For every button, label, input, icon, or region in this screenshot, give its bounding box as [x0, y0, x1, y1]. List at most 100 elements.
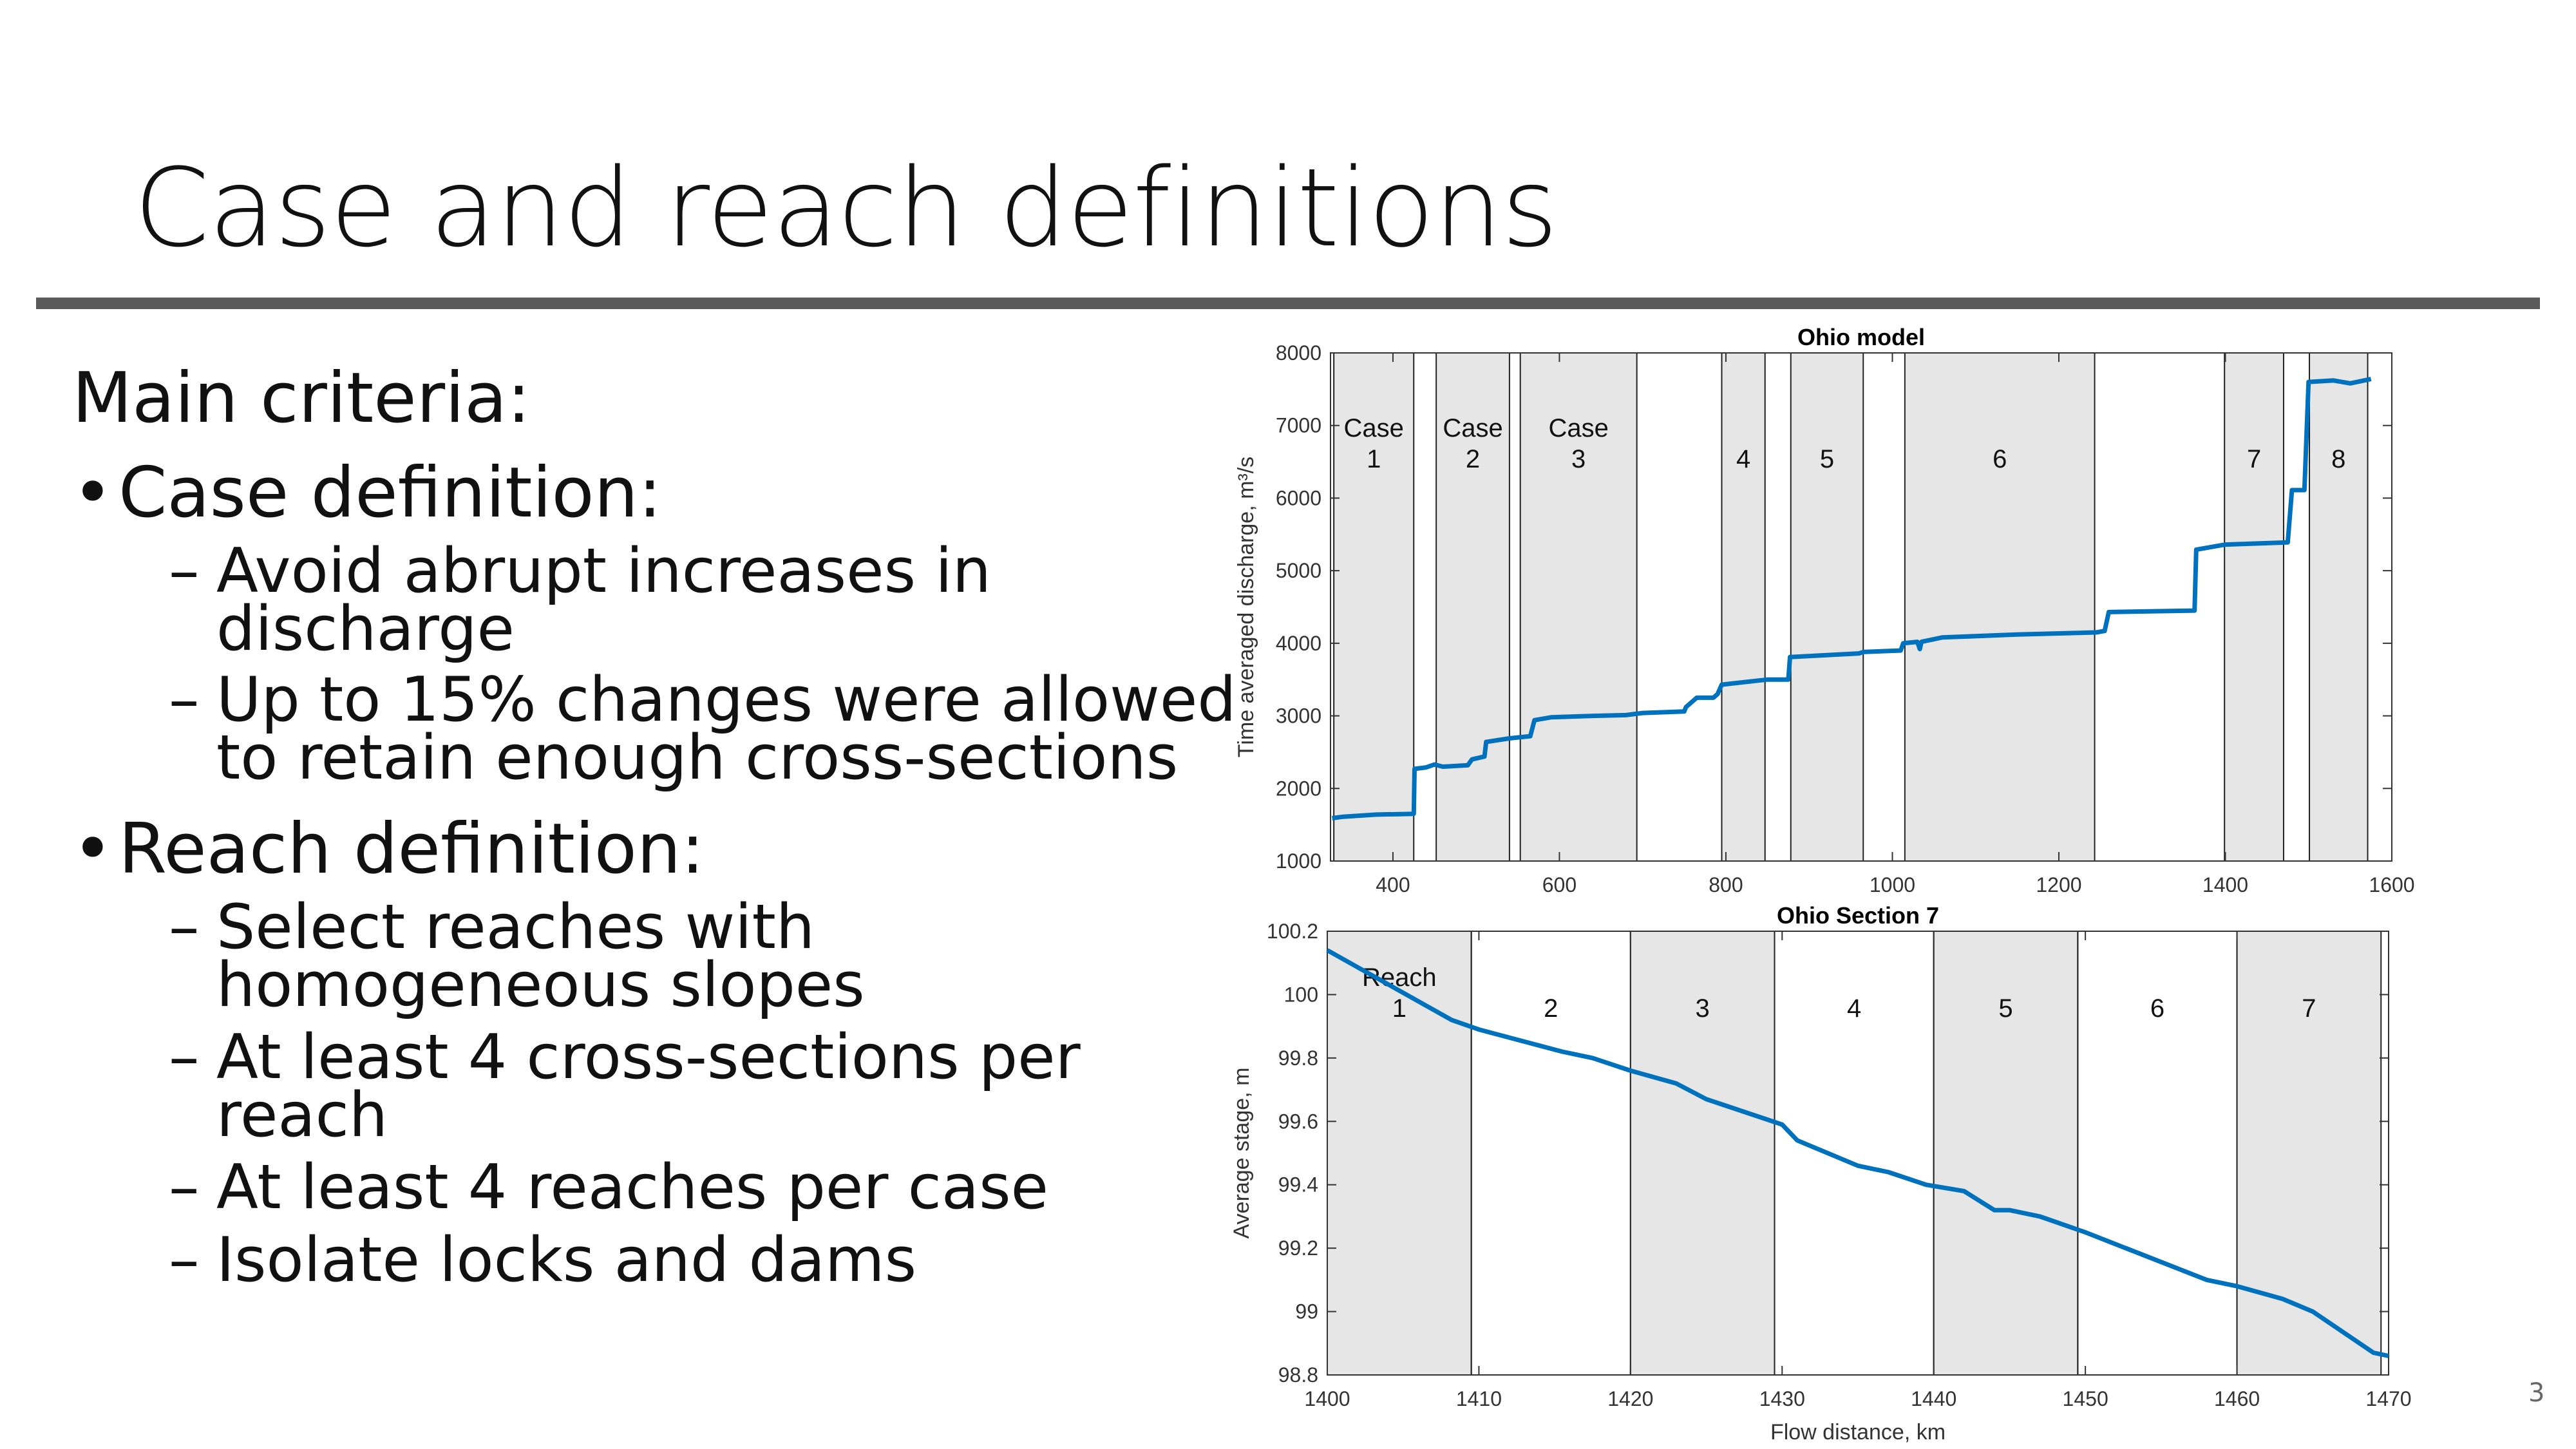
x-tick-label: 1420 [1607, 1387, 1653, 1410]
x-tick-label: 400 [1376, 873, 1410, 896]
x-tick-label: 1000 [1870, 873, 1915, 896]
y-axis-label: Average stage, m [1229, 1068, 1254, 1239]
plot-area [1327, 931, 2389, 1375]
band-region [1435, 352, 1510, 862]
band-region [1933, 931, 2079, 1376]
dash-icon: – [169, 1152, 200, 1223]
x-tick-label: 1400 [1304, 1387, 1350, 1410]
x-tick-label: 1600 [2369, 873, 2414, 896]
bullet-heading: Main criteria: [72, 358, 531, 439]
sub-bullet-continuation: reach [216, 1080, 388, 1151]
series-line-stage [1326, 948, 2389, 1358]
y-tick-label: 4000 [1276, 632, 1321, 655]
sub-bullet-continuation: homogeneous slopes [216, 950, 865, 1021]
band-label: 1 [1392, 994, 1406, 1023]
y-tick-label: 2000 [1276, 777, 1321, 800]
sub-bullet-text: At least 4 reaches per case [216, 1152, 1049, 1223]
y-tick-label: 99.4 [1278, 1173, 1318, 1197]
sub-bullet-text: Select reaches with [216, 892, 815, 963]
band-label: 5 [1820, 445, 1834, 473]
dash-icon: – [169, 1022, 200, 1093]
band-region [2236, 931, 2382, 1376]
y-axis-label: Time averaged discharge, m³/s [1234, 457, 1258, 757]
band-label: 6 [2150, 994, 2164, 1023]
band-label: 6 [1993, 445, 2007, 473]
sub-bullet-text: Up to 15% changes were allowed [216, 665, 1236, 735]
x-tick-label: 600 [1542, 873, 1577, 896]
axes-frame [1327, 931, 2389, 1376]
band-label: 3 [1571, 445, 1586, 473]
y-tick-label: 100.2 [1267, 920, 1318, 943]
sub-bullet-text: At least 4 cross-sections per [216, 1022, 1081, 1093]
x-tick-label: 1430 [1759, 1387, 1805, 1410]
chart-title: Ohio model [1797, 324, 1925, 350]
band-region [2309, 352, 2369, 862]
y-tick-label: 6000 [1276, 486, 1321, 509]
bullet-label: Reach definition: [118, 809, 705, 889]
y-tick-label: 8000 [1276, 341, 1321, 365]
y-tick-label: 98.8 [1278, 1363, 1318, 1387]
y-tick-label: 99.6 [1278, 1110, 1318, 1133]
x-axis-label: Flow distance, km [1770, 1420, 1946, 1444]
sub-bullet-continuation: to retain enough cross-sections [216, 723, 1179, 793]
sub-bullet-text: Isolate locks and dams [216, 1225, 917, 1296]
y-tick-label: 7000 [1276, 414, 1321, 437]
x-tick-label: 1200 [2036, 873, 2081, 896]
axes-frame [1330, 352, 2392, 862]
x-tick-label: 1400 [2202, 873, 2248, 896]
sub-bullet: – Select reaches with [169, 897, 815, 958]
bullet-case-definition: •Case definition: [72, 459, 661, 528]
dash-icon: – [169, 1225, 200, 1296]
band-label: Case [1344, 414, 1404, 442]
dash-icon: – [169, 665, 200, 735]
x-tick-label: 1410 [1456, 1387, 1502, 1410]
sub-bullet: – At least 4 cross-sections per [169, 1027, 1081, 1088]
y-tick-label: 1000 [1276, 849, 1321, 873]
x-tick-label: 1450 [2063, 1387, 2108, 1410]
page-number: 3 [2528, 1378, 2545, 1408]
band-label: 7 [2247, 445, 2261, 473]
sub-bullet-continuation: discharge [216, 594, 515, 665]
bullet-icon: • [72, 809, 113, 889]
band-label: 4 [1736, 445, 1750, 473]
sub-bullet: – Up to 15% changes were allowed [169, 670, 1236, 731]
band-label: 2 [1544, 994, 1558, 1023]
band-label: Case [1443, 414, 1502, 442]
dash-icon: – [169, 536, 200, 607]
y-tick-label: 100 [1284, 983, 1318, 1006]
title-divider [36, 298, 2540, 309]
bullet-label: Case definition: [118, 453, 662, 533]
x-tick-label: 1470 [2365, 1387, 2411, 1410]
band-label: 3 [1696, 994, 1710, 1023]
chart-1: Case 1 Case 2 Case 3 4 5 6 7 8 400 600 800 1000 1200 140… [1234, 324, 2415, 896]
band-region [1904, 352, 2096, 862]
bullet-icon: • [72, 453, 113, 533]
y-tick-label: 99.2 [1278, 1236, 1318, 1260]
band-label: Case [1548, 414, 1608, 442]
band-label: 5 [1998, 994, 2012, 1023]
x-tick-label: 800 [1709, 873, 1743, 896]
sub-bullet-text: Avoid abrupt increases in [216, 536, 991, 607]
bullet-reach-definition: •Reach definition: [72, 815, 705, 884]
band-label: 1 [1367, 445, 1381, 473]
sub-bullet: – Avoid abrupt increases in [169, 541, 991, 602]
y-tick-label: 5000 [1276, 559, 1321, 582]
band-label: 4 [1847, 994, 1861, 1023]
y-tick-label: 3000 [1276, 705, 1321, 728]
chart-title: Ohio Section 7 [1777, 902, 1939, 929]
band-region [1790, 352, 1864, 862]
band-label: 8 [2331, 445, 2345, 473]
series-line-discharge [1332, 377, 2372, 820]
dash-icon: – [169, 892, 200, 963]
sub-bullet: – Isolate locks and dams [169, 1230, 916, 1291]
band-region [1721, 352, 1766, 862]
band-region [2224, 352, 2284, 862]
band-label: 2 [1466, 445, 1480, 473]
band-region [1629, 931, 1776, 1376]
y-tick-label: 99.8 [1278, 1046, 1318, 1070]
x-tick-label: 1460 [2214, 1387, 2260, 1410]
sub-bullet: – At least 4 reaches per case [169, 1157, 1048, 1218]
x-tick-label: 1440 [1911, 1387, 1956, 1410]
